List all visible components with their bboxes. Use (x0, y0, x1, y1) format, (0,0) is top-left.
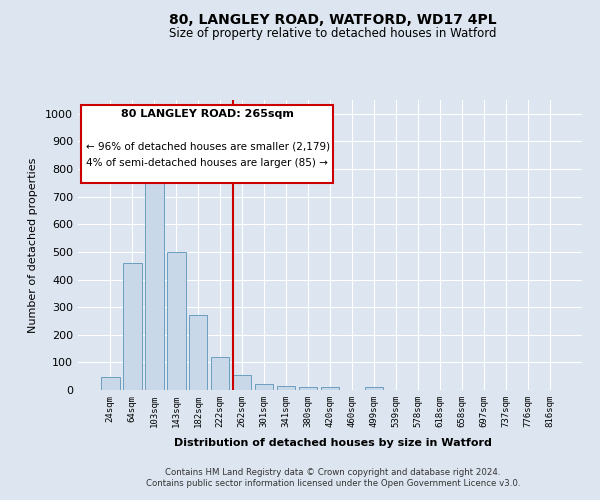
Bar (189, 316, 208, 390)
Bar (299, 387, 317, 390)
Bar (101, 377, 119, 390)
Bar (233, 376, 251, 390)
Bar (167, 252, 185, 390)
Text: 4% of semi-detached houses are larger (85) →: 4% of semi-detached houses are larger (8… (86, 158, 328, 168)
Bar (123, 263, 142, 390)
Y-axis label: Number of detached properties: Number of detached properties (28, 158, 38, 332)
Bar (145, 172, 164, 390)
Text: Size of property relative to detached houses in Watford: Size of property relative to detached ho… (169, 28, 497, 40)
Bar (211, 357, 229, 390)
Text: Contains HM Land Registry data © Crown copyright and database right 2024.: Contains HM Land Registry data © Crown c… (165, 468, 501, 477)
Text: Contains public sector information licensed under the Open Government Licence v3: Contains public sector information licen… (146, 480, 520, 488)
Text: 80 LANGLEY ROAD: 265sqm: 80 LANGLEY ROAD: 265sqm (121, 109, 293, 119)
Bar (277, 386, 295, 390)
Text: Distribution of detached houses by size in Watford: Distribution of detached houses by size … (174, 438, 492, 448)
Bar (365, 387, 383, 390)
Bar (255, 384, 274, 390)
Bar (320, 386, 340, 390)
Text: ← 96% of detached houses are smaller (2,179): ← 96% of detached houses are smaller (2,… (86, 142, 330, 152)
Text: 80, LANGLEY ROAD, WATFORD, WD17 4PL: 80, LANGLEY ROAD, WATFORD, WD17 4PL (169, 12, 497, 26)
